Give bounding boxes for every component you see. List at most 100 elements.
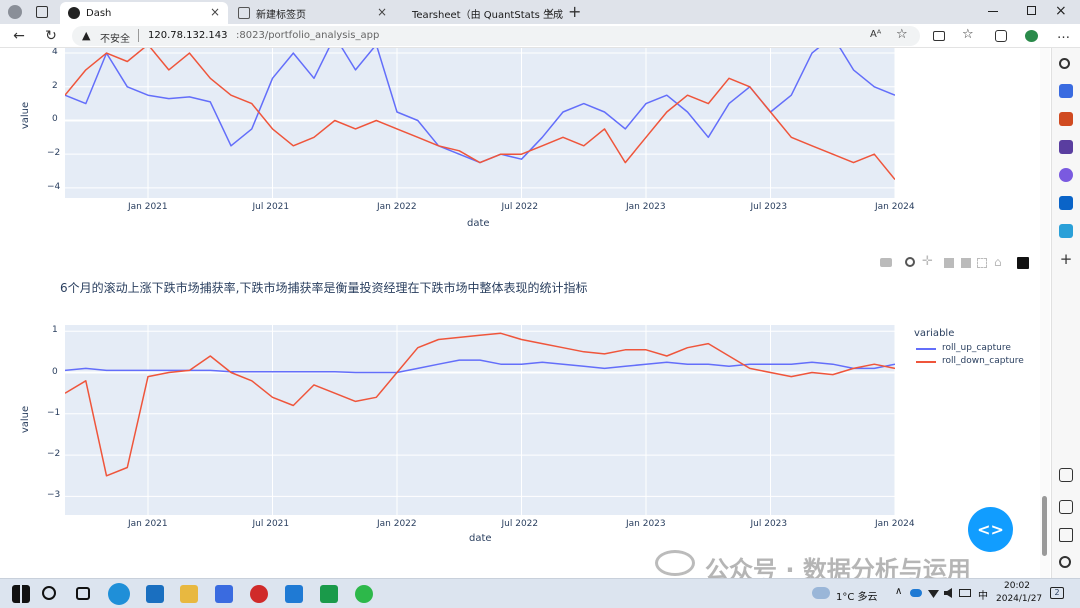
store-icon[interactable] bbox=[215, 585, 233, 603]
y-tick-label: −2 bbox=[47, 148, 61, 159]
plotly-logo[interactable] bbox=[1017, 257, 1029, 269]
pan-icon[interactable]: ✛ bbox=[922, 254, 933, 269]
battery-icon[interactable] bbox=[959, 589, 971, 597]
screenshot-icon[interactable] bbox=[1059, 468, 1073, 482]
close-tab-icon[interactable]: × bbox=[209, 5, 220, 19]
clock-time[interactable]: 20:02 bbox=[1004, 581, 1030, 591]
legend-item-roll-up[interactable]: roll_up_capture bbox=[914, 343, 1044, 355]
zoom-icon[interactable] bbox=[905, 257, 915, 267]
x-tick-label: Jan 2022 bbox=[377, 202, 417, 212]
more-icon[interactable]: … bbox=[1057, 27, 1070, 42]
chart2-x-axis-title: date bbox=[469, 533, 492, 544]
legend-label: roll_down_capture bbox=[942, 356, 1024, 366]
minimize-icon[interactable] bbox=[988, 11, 998, 12]
wifi-icon[interactable] bbox=[928, 590, 939, 598]
volume-icon[interactable] bbox=[944, 588, 952, 598]
chart1-plot-area[interactable] bbox=[65, 48, 895, 198]
maximize-icon[interactable] bbox=[1027, 6, 1036, 15]
netease-icon[interactable] bbox=[250, 585, 268, 603]
camera-icon[interactable] bbox=[880, 258, 892, 267]
wechat-watermark-icon bbox=[655, 550, 695, 576]
series-line-roll_down_capture[interactable] bbox=[65, 332, 895, 477]
autoscale-icon[interactable] bbox=[977, 258, 987, 268]
games-icon[interactable] bbox=[1059, 140, 1073, 154]
zoom-out-icon[interactable] bbox=[961, 258, 971, 268]
task-view-icon[interactable] bbox=[76, 587, 90, 600]
search-icon[interactable] bbox=[42, 586, 56, 600]
legend-item-roll-down[interactable]: roll_down_capture bbox=[914, 356, 1044, 368]
new-tab-button[interactable]: + bbox=[568, 2, 582, 21]
search-icon[interactable] bbox=[1059, 58, 1070, 69]
scrollbar-thumb[interactable] bbox=[1042, 496, 1047, 556]
extensions-icon[interactable] bbox=[1025, 30, 1038, 42]
mail-icon[interactable] bbox=[146, 585, 164, 603]
tab-tearsheet[interactable]: Tearsheet（由 QuantStats 生成） × bbox=[412, 5, 563, 21]
y-tick-label: 4 bbox=[52, 48, 58, 58]
tray-overflow-icon[interactable]: ∧ bbox=[895, 586, 903, 597]
tab-actions-icon[interactable] bbox=[36, 6, 48, 18]
x-tick-label: Jan 2023 bbox=[626, 202, 666, 212]
y-tick-label: −4 bbox=[47, 181, 61, 192]
x-tick-label: Jan 2022 bbox=[377, 519, 417, 529]
series-line-series-1[interactable] bbox=[65, 48, 895, 180]
chart2-plot-area[interactable] bbox=[65, 325, 895, 515]
close-tab-icon[interactable]: × bbox=[544, 5, 555, 19]
section-title: 6个月的滚动上涨下跌市场捕获率,下跌市场捕获率是衡量投资经理在下跌市场中整体表现… bbox=[60, 281, 588, 295]
y-tick-label: 2 bbox=[52, 80, 58, 91]
warning-icon: ▲ bbox=[82, 29, 91, 42]
close-tab-icon[interactable]: × bbox=[376, 5, 387, 19]
add-icon[interactable]: + bbox=[1059, 250, 1073, 268]
tab-dash[interactable]: Dash × bbox=[60, 2, 228, 24]
drop-icon[interactable] bbox=[1059, 224, 1073, 238]
tab-new-tab[interactable]: 新建标签页 × bbox=[230, 2, 395, 24]
x-tick-label: Jan 2024 bbox=[875, 202, 915, 212]
edge-icon[interactable] bbox=[108, 583, 130, 605]
windows-start-icon[interactable] bbox=[12, 585, 30, 603]
x-tick-label: Jan 2021 bbox=[128, 519, 168, 529]
clock-date[interactable]: 2024/1/27 bbox=[996, 594, 1043, 604]
series-line-roll_up_capture[interactable] bbox=[65, 359, 895, 374]
read-aloud-icon[interactable]: Aᴬ bbox=[870, 29, 882, 40]
copilot-icon[interactable] bbox=[1059, 168, 1073, 182]
tab-bar: Dash × 新建标签页 × Tearsheet（由 QuantStats 生成… bbox=[0, 0, 1080, 24]
close-window-icon[interactable]: × bbox=[1055, 3, 1067, 19]
y-tick-label: 0 bbox=[52, 114, 58, 125]
outlook-icon[interactable] bbox=[1059, 196, 1073, 210]
open-external-icon[interactable] bbox=[1059, 528, 1073, 542]
dash-debug-button[interactable]: <> bbox=[968, 507, 1013, 552]
notification-icon[interactable]: 2 bbox=[1050, 587, 1064, 599]
address-bar: ← ↻ ▲ 不安全 120.78.132.143 :8023/portfolio… bbox=[0, 24, 1080, 48]
collections-icon[interactable] bbox=[995, 30, 1007, 42]
file-explorer-icon[interactable] bbox=[180, 585, 198, 603]
x-tick-label: Jan 2024 bbox=[875, 519, 915, 529]
toolbox-icon[interactable] bbox=[1059, 112, 1073, 126]
y-tick-label: −3 bbox=[47, 490, 61, 501]
vscode-icon[interactable] bbox=[285, 585, 303, 603]
wechat-icon[interactable] bbox=[355, 585, 373, 603]
page-content: 4 2 0 −2 −4 Jan 2021 Jul 2021 Jan 2022 Jul 2022… bbox=[0, 48, 1050, 578]
onedrive-icon[interactable] bbox=[910, 589, 922, 597]
y-tick-label: −2 bbox=[47, 449, 61, 460]
terminal-icon[interactable] bbox=[320, 585, 338, 603]
legend-swatch bbox=[916, 361, 936, 363]
split-screen-icon[interactable] bbox=[933, 31, 945, 41]
zoom-in-icon[interactable] bbox=[944, 258, 954, 268]
settings-icon[interactable] bbox=[1059, 556, 1071, 568]
page-icon bbox=[238, 7, 250, 19]
sidebar-toggle-icon[interactable] bbox=[1059, 500, 1073, 514]
shopping-tag-icon[interactable] bbox=[1059, 84, 1073, 98]
chart2-legend: variable roll_up_capture roll_down_captu… bbox=[914, 328, 1044, 368]
ime-indicator[interactable]: 中 bbox=[978, 591, 988, 602]
profile-icon[interactable] bbox=[8, 5, 22, 19]
weather-text[interactable]: 1°C 多云 bbox=[836, 592, 878, 603]
reset-icon[interactable]: ⌂ bbox=[994, 255, 1002, 269]
refresh-icon[interactable]: ↻ bbox=[45, 28, 57, 44]
back-icon[interactable]: ← bbox=[13, 28, 25, 44]
favorite-star-icon[interactable]: ☆ bbox=[896, 27, 908, 42]
url-field[interactable]: ▲ 不安全 120.78.132.143 :8023/portfolio_ana… bbox=[72, 26, 920, 46]
weather-icon[interactable] bbox=[812, 587, 830, 599]
page-scrollbar[interactable] bbox=[1040, 48, 1050, 578]
x-tick-label: Jul 2023 bbox=[750, 202, 788, 212]
chart1 bbox=[65, 48, 896, 198]
favorites-icon[interactable]: ☆ bbox=[962, 27, 974, 42]
